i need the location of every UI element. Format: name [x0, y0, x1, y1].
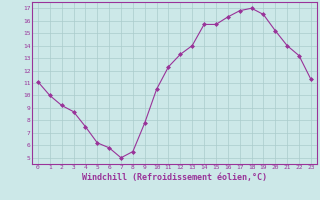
X-axis label: Windchill (Refroidissement éolien,°C): Windchill (Refroidissement éolien,°C) — [82, 173, 267, 182]
